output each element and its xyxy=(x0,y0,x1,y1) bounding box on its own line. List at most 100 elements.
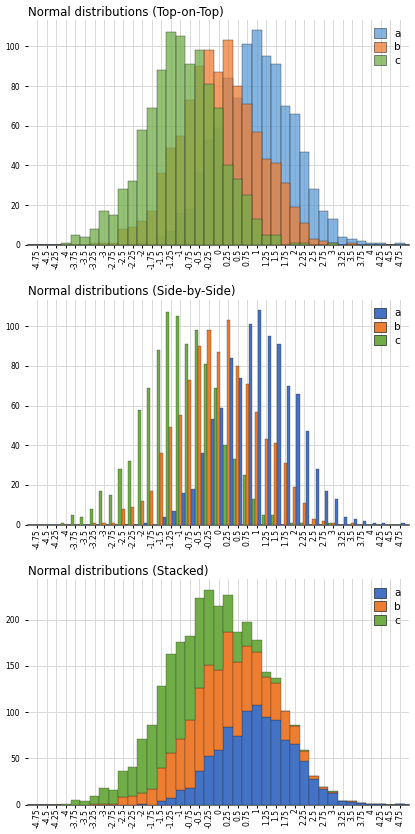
Bar xyxy=(319,241,328,245)
Bar xyxy=(233,460,236,525)
Bar xyxy=(319,211,328,245)
Bar xyxy=(382,523,386,525)
Bar xyxy=(109,804,118,805)
Bar xyxy=(169,427,172,525)
Bar xyxy=(137,804,147,805)
Bar xyxy=(176,213,185,245)
Bar xyxy=(246,384,249,525)
Bar xyxy=(242,646,252,711)
Bar xyxy=(328,792,338,805)
Bar xyxy=(363,520,366,525)
Bar xyxy=(220,408,223,525)
Bar xyxy=(261,677,271,716)
Bar xyxy=(208,330,210,525)
Bar xyxy=(204,665,214,756)
Bar xyxy=(118,189,128,245)
Bar xyxy=(214,605,223,670)
Bar xyxy=(284,463,287,525)
Bar xyxy=(195,771,204,805)
Bar xyxy=(99,788,109,804)
Bar xyxy=(109,243,118,245)
Bar xyxy=(204,756,214,805)
Bar xyxy=(204,50,214,245)
Bar xyxy=(118,469,122,525)
Bar xyxy=(90,243,99,245)
Bar xyxy=(61,804,71,805)
Bar xyxy=(172,510,176,525)
Bar xyxy=(300,223,309,245)
Bar xyxy=(290,113,300,245)
Bar xyxy=(223,78,233,245)
Bar xyxy=(300,751,309,761)
Bar xyxy=(90,509,93,525)
Bar xyxy=(128,766,137,796)
Bar xyxy=(242,622,252,646)
Bar xyxy=(252,132,261,245)
Bar xyxy=(315,469,319,525)
Bar xyxy=(261,159,271,245)
Bar xyxy=(347,243,357,245)
Bar xyxy=(242,104,252,245)
Bar xyxy=(156,173,166,245)
Bar xyxy=(252,31,261,245)
Bar xyxy=(122,509,124,525)
Bar xyxy=(188,379,191,525)
Bar xyxy=(223,727,233,805)
Bar xyxy=(156,801,166,805)
Bar xyxy=(214,750,223,805)
Bar xyxy=(366,804,376,805)
Bar xyxy=(293,487,296,525)
Bar xyxy=(354,519,357,525)
Bar xyxy=(233,179,242,245)
Bar xyxy=(233,662,242,736)
Bar xyxy=(319,789,328,805)
Bar xyxy=(401,523,405,525)
Bar xyxy=(179,415,182,525)
Bar xyxy=(271,515,274,525)
Bar xyxy=(271,235,281,245)
Bar xyxy=(242,44,252,245)
Bar xyxy=(185,788,195,805)
Bar xyxy=(357,802,366,805)
Bar xyxy=(338,801,347,805)
Bar xyxy=(128,227,137,245)
Bar xyxy=(217,352,220,525)
Bar xyxy=(150,491,153,525)
Bar xyxy=(176,739,185,790)
Bar xyxy=(325,491,328,525)
Bar xyxy=(290,726,300,744)
Bar xyxy=(99,243,109,245)
Bar xyxy=(227,320,229,525)
Bar xyxy=(242,711,252,805)
Text: Normal distributions (Stacked): Normal distributions (Stacked) xyxy=(28,565,208,578)
Bar xyxy=(376,243,386,245)
Bar xyxy=(249,324,252,525)
Bar xyxy=(328,523,332,525)
Bar xyxy=(271,721,281,805)
Bar xyxy=(204,139,214,245)
Bar xyxy=(176,136,185,245)
Bar xyxy=(281,183,290,245)
Bar xyxy=(300,750,309,751)
Bar xyxy=(252,640,261,652)
Bar xyxy=(71,515,74,525)
Bar xyxy=(195,50,204,245)
Bar xyxy=(300,243,309,245)
Bar xyxy=(137,243,147,245)
Bar xyxy=(281,711,290,740)
Bar xyxy=(156,237,166,245)
Bar xyxy=(99,491,103,525)
Bar xyxy=(242,195,252,245)
Bar xyxy=(61,523,64,525)
Bar xyxy=(195,597,204,688)
Bar xyxy=(176,790,185,805)
Bar xyxy=(274,444,277,525)
Bar xyxy=(334,499,338,525)
Bar xyxy=(166,753,176,798)
Bar xyxy=(252,705,261,805)
Bar xyxy=(185,344,188,525)
Bar xyxy=(137,739,147,792)
Bar xyxy=(109,215,118,245)
Bar xyxy=(373,523,376,525)
Bar xyxy=(376,804,386,805)
